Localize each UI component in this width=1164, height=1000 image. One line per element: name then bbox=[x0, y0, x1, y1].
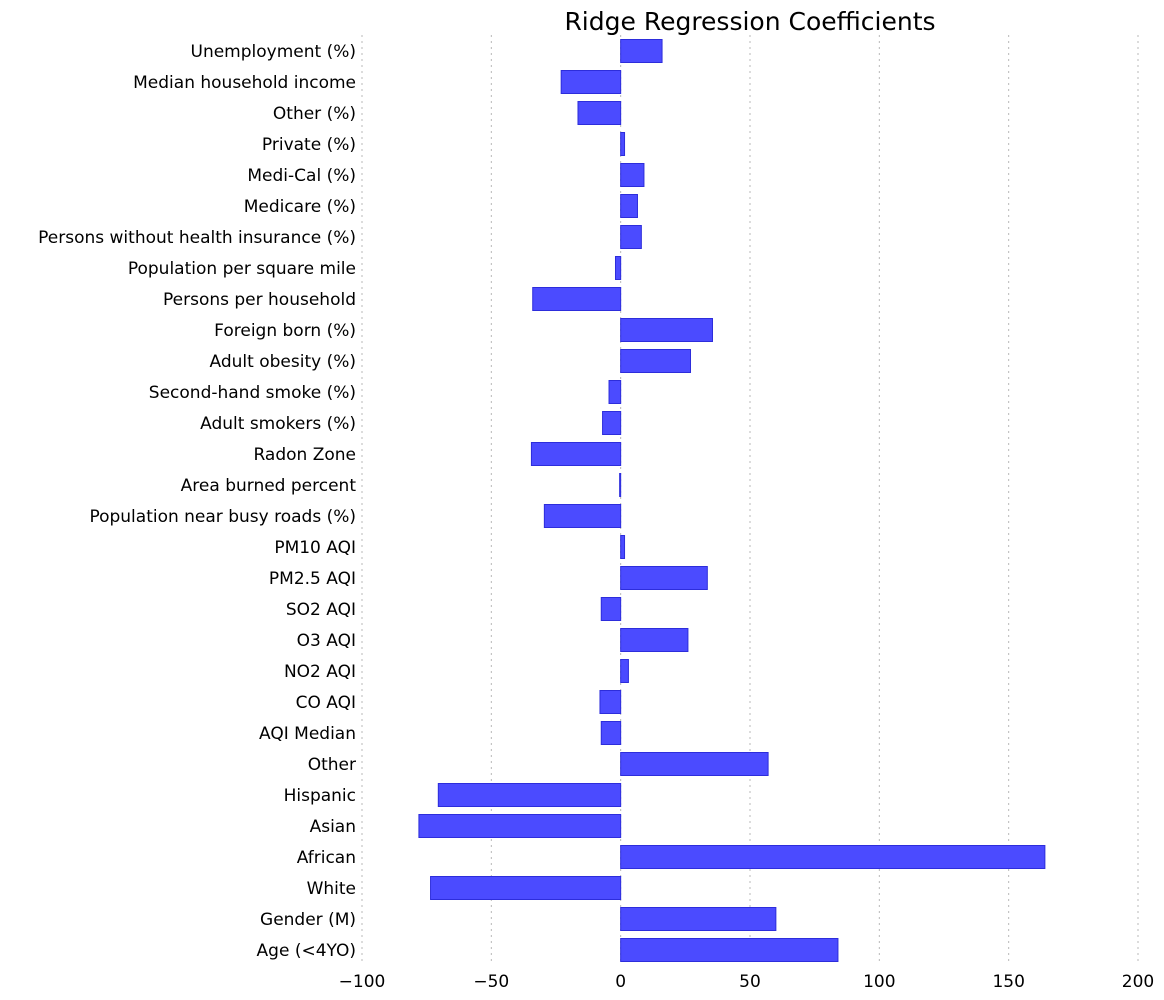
y-tick-label: Foreign born (%) bbox=[214, 321, 356, 341]
bar bbox=[620, 907, 777, 931]
bar bbox=[577, 101, 622, 125]
y-tick-label: Medicare (%) bbox=[244, 197, 356, 217]
bar bbox=[532, 287, 622, 311]
bar bbox=[620, 659, 629, 683]
y-tick-label: Unemployment (%) bbox=[191, 42, 357, 62]
y-tick-label: AQI Median bbox=[259, 724, 356, 744]
y-tick-label: NO2 AQI bbox=[284, 662, 356, 682]
x-tick-label: 200 bbox=[1122, 972, 1154, 992]
y-tick-label: PM10 AQI bbox=[274, 538, 356, 558]
y-tick-label: Persons without health insurance (%) bbox=[38, 228, 356, 248]
y-tick-label: O3 AQI bbox=[297, 631, 356, 651]
bar bbox=[620, 225, 642, 249]
y-tick-label: Second-hand smoke (%) bbox=[149, 383, 356, 403]
x-tick-label: −50 bbox=[473, 972, 509, 992]
y-tick-label: Adult smokers (%) bbox=[200, 414, 356, 434]
bar bbox=[620, 318, 713, 342]
bar bbox=[620, 628, 689, 652]
x-tick-label: 50 bbox=[739, 972, 761, 992]
x-tick-label: 0 bbox=[615, 972, 626, 992]
bar bbox=[543, 504, 622, 528]
y-tick-label: Median household income bbox=[133, 73, 356, 93]
y-tick-label: CO AQI bbox=[296, 693, 356, 713]
bar bbox=[430, 876, 622, 900]
y-tick-label: Radon Zone bbox=[253, 445, 356, 465]
y-tick-label: White bbox=[307, 879, 356, 899]
x-tick-label: 100 bbox=[863, 972, 895, 992]
y-tick-label: Other bbox=[308, 755, 356, 775]
x-tick-labels: −100 −50 0 50 100 150 200 bbox=[339, 972, 1155, 992]
bar bbox=[608, 380, 622, 404]
y-tick-label: Persons per household bbox=[163, 290, 356, 310]
bar bbox=[530, 442, 622, 466]
bar bbox=[620, 752, 769, 776]
y-tick-labels: Unemployment (%) Median household income O… bbox=[38, 42, 356, 961]
bar bbox=[418, 814, 622, 838]
bar bbox=[614, 256, 622, 280]
y-tick-label: Area burned percent bbox=[181, 476, 357, 496]
y-tick-label: Other (%) bbox=[273, 104, 356, 124]
bar bbox=[600, 721, 622, 745]
y-tick-label: African bbox=[297, 848, 356, 868]
bars bbox=[418, 39, 1046, 962]
y-tick-label: PM2.5 AQI bbox=[269, 569, 356, 589]
y-tick-label: Age (<4YO) bbox=[257, 941, 356, 961]
bar bbox=[620, 163, 645, 187]
bar bbox=[599, 690, 622, 714]
y-tick-label: Medi-Cal (%) bbox=[247, 166, 356, 186]
y-tick-label: Asian bbox=[310, 817, 356, 837]
bar bbox=[437, 783, 622, 807]
bar bbox=[620, 845, 1046, 869]
y-tick-label: Population per square mile bbox=[128, 259, 356, 279]
y-tick-label: Private (%) bbox=[262, 135, 356, 155]
bar bbox=[620, 349, 692, 373]
y-tick-label: Adult obesity (%) bbox=[210, 352, 356, 372]
bar bbox=[620, 535, 626, 559]
bar bbox=[620, 938, 839, 962]
bar bbox=[619, 473, 622, 497]
bar bbox=[620, 39, 663, 63]
gridlines bbox=[361, 35, 1139, 965]
chart-title: Ridge Regression Coefficients bbox=[564, 7, 935, 36]
bar bbox=[620, 566, 708, 590]
x-tick-label: −100 bbox=[339, 972, 386, 992]
bar bbox=[600, 597, 622, 621]
y-tick-label: Population near busy roads (%) bbox=[89, 507, 356, 527]
bar bbox=[560, 70, 622, 94]
y-tick-label: SO2 AQI bbox=[286, 600, 356, 620]
y-tick-label: Gender (M) bbox=[260, 910, 356, 930]
y-tick-label: Hispanic bbox=[284, 786, 356, 806]
bar bbox=[620, 132, 626, 156]
x-tick-label: 150 bbox=[992, 972, 1024, 992]
bar bbox=[620, 194, 638, 218]
bar bbox=[602, 411, 622, 435]
